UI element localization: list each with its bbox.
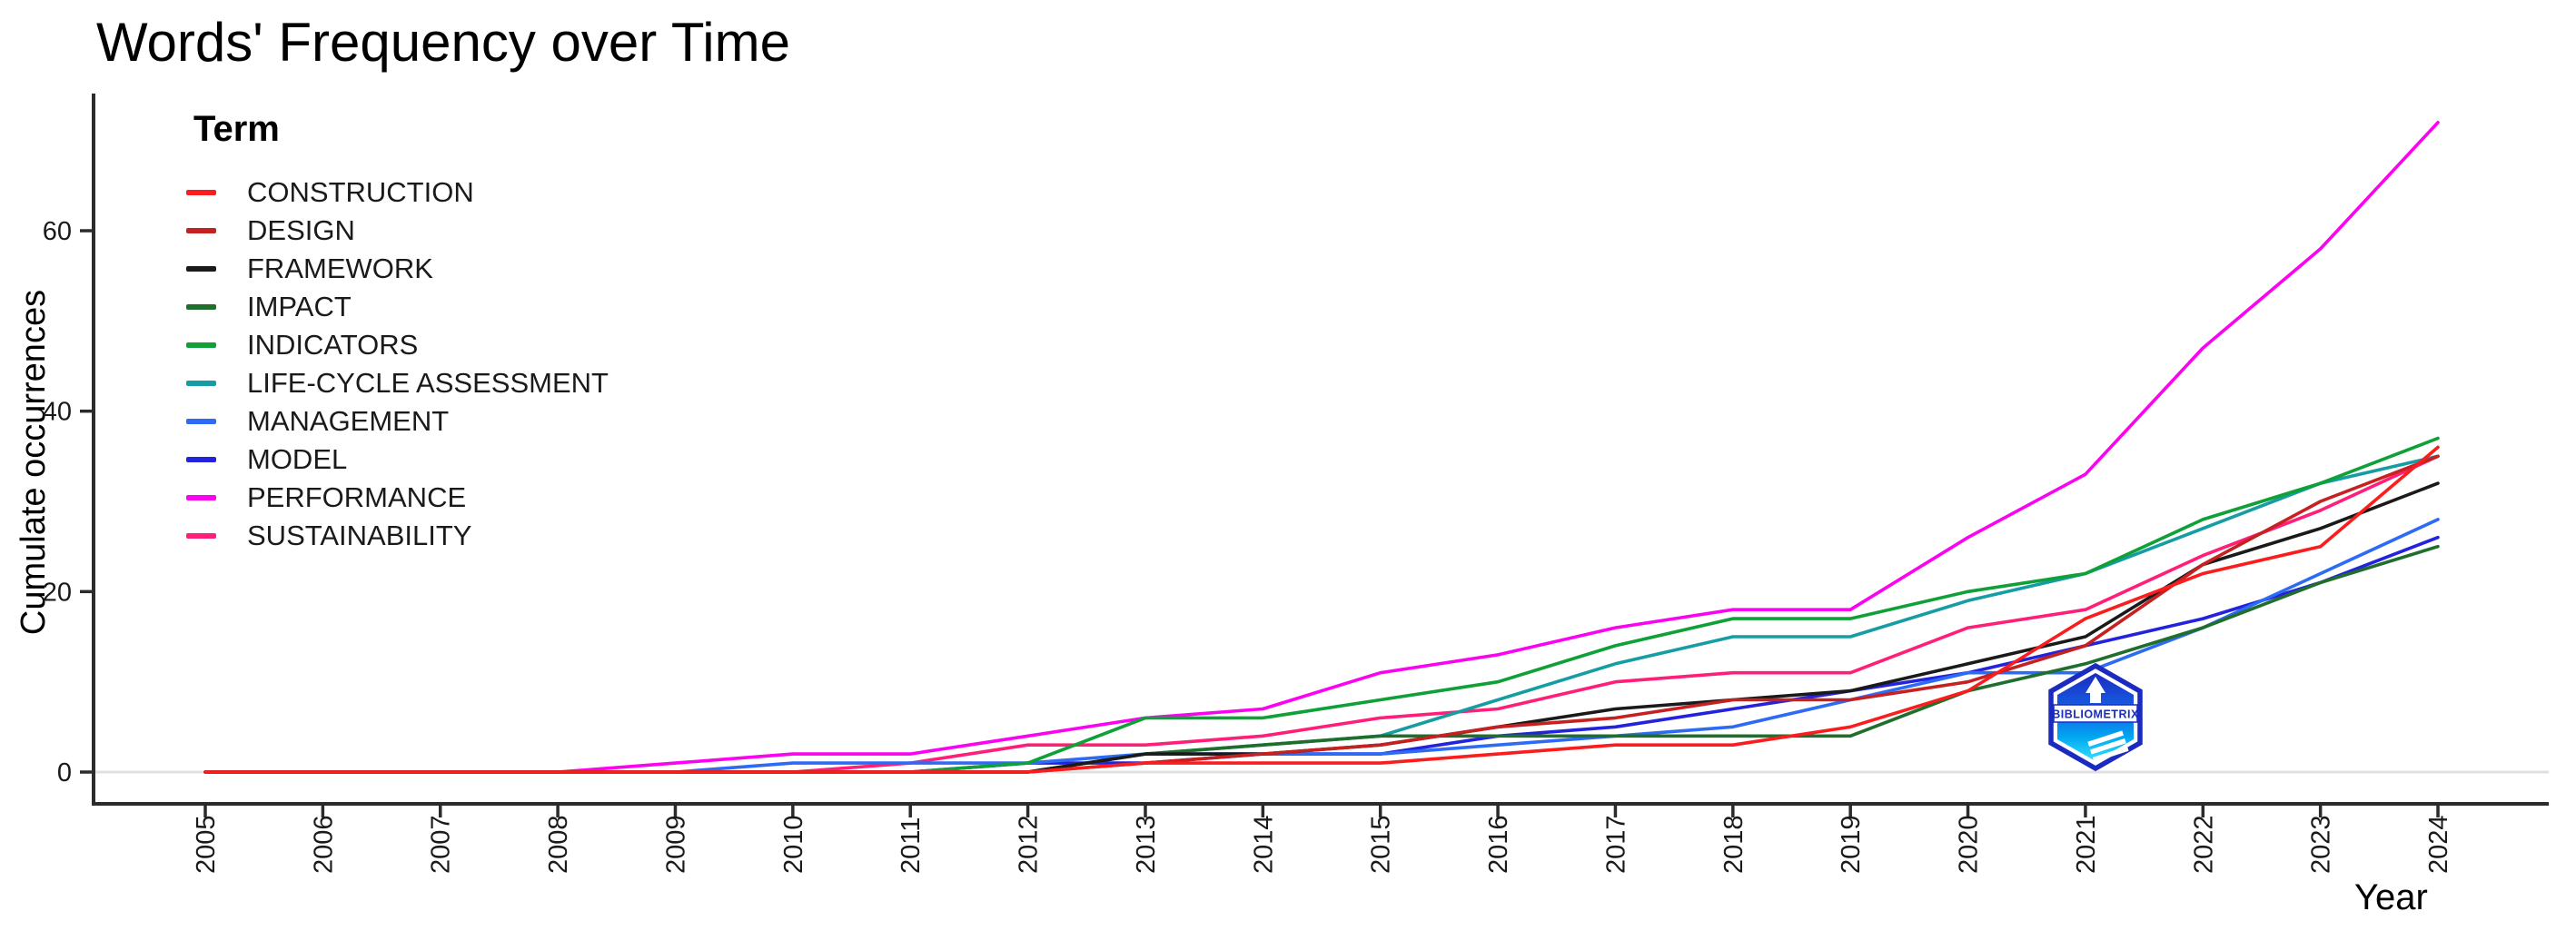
bibliometrix-logo-text: BIBLIOMETRIX — [2052, 708, 2139, 721]
legend-item-management: MANAGEMENT — [186, 402, 609, 441]
x-tick-label: 2018 — [1719, 815, 1749, 874]
lighthouse-icon-base — [2090, 693, 2101, 703]
logo-bars-icon — [2087, 730, 2129, 763]
legend-item-life-cycle-assessment: LIFE-CYCLE ASSESSMENT — [186, 364, 609, 402]
legend-swatch-icon — [186, 495, 216, 500]
x-tick-label: 2012 — [1015, 815, 1044, 874]
logo-bar — [2087, 730, 2125, 747]
legend-swatch-icon — [186, 342, 216, 348]
legend-item-label: PERFORMANCE — [247, 481, 467, 513]
legend-item-label: SUSTAINABILITY — [247, 520, 472, 551]
x-tick-label: 2011 — [897, 817, 926, 874]
legend-swatch-icon — [186, 228, 216, 233]
legend-item-label: FRAMEWORK — [247, 253, 433, 284]
legend-title: Term — [193, 109, 280, 149]
x-tick-label: 2009 — [661, 815, 690, 874]
legend-item-model: MODEL — [186, 441, 609, 479]
legend-item-label: CONSTRUCTION — [247, 176, 474, 208]
legend-swatch-icon — [186, 266, 216, 272]
y-tick-label: 0 — [57, 758, 72, 787]
legend-item-indicators: INDICATORS — [186, 326, 609, 364]
legend-item-label: MANAGEMENT — [247, 405, 450, 437]
lighthouse-icon — [2086, 677, 2105, 693]
x-tick-label: 2005 — [192, 815, 221, 874]
legend-item-performance: PERFORMANCE — [186, 479, 609, 517]
x-tick-label: 2022 — [2189, 815, 2218, 874]
x-axis-label: Year — [2354, 877, 2428, 917]
y-tick-label: 20 — [43, 578, 72, 607]
x-tick-label: 2019 — [1837, 815, 1866, 874]
legend-item-design: DESIGN — [186, 212, 609, 250]
legend-item-construction: CONSTRUCTION — [186, 173, 609, 212]
logo-bar — [2090, 738, 2126, 755]
legend-item-label: LIFE-CYCLE ASSESSMENT — [247, 367, 609, 399]
x-tick-label: 2008 — [544, 815, 573, 874]
x-tick-label: 2014 — [1249, 815, 1278, 874]
x-tick-label: 2024 — [2424, 815, 2453, 874]
x-tick-label: 2015 — [1367, 815, 1396, 874]
legend-swatch-icon — [186, 190, 216, 195]
legend-swatch-icon — [186, 419, 216, 424]
x-tick-label: 2023 — [2307, 815, 2336, 874]
x-tick-label: 2010 — [779, 815, 808, 874]
legend-item-label: DESIGN — [247, 214, 355, 246]
x-tick-label: 2016 — [1484, 815, 1513, 874]
x-tick-label: 2013 — [1132, 815, 1161, 874]
logo-bar — [2092, 746, 2129, 763]
legend-swatch-icon — [186, 457, 216, 462]
x-tick-label: 2006 — [309, 815, 338, 874]
y-tick-label: 60 — [43, 217, 72, 246]
logo-text-band — [2053, 704, 2138, 723]
legend-item-label: MODEL — [247, 443, 348, 475]
legend: Term CONSTRUCTION DESIGN FRAMEWORK IMPACT IN… — [186, 109, 609, 555]
x-tick-label: 2007 — [427, 815, 456, 874]
legend-item-framework: FRAMEWORK — [186, 250, 609, 288]
x-tick-label: 2020 — [1955, 815, 1984, 874]
legend-swatch-icon — [186, 304, 216, 310]
legend-item-sustainability: SUSTAINABILITY — [186, 517, 609, 555]
x-tick-label: 2017 — [1601, 815, 1630, 874]
legend-item-impact: IMPACT — [186, 288, 609, 326]
y-tick-label: 40 — [43, 398, 72, 427]
legend-item-label: IMPACT — [247, 291, 352, 322]
legend-item-label: INDICATORS — [247, 329, 419, 361]
legend-swatch-icon — [186, 381, 216, 386]
x-tick-label: 2021 — [2072, 815, 2101, 874]
chart-title: Words' Frequency over Time — [96, 12, 790, 73]
series-line-construction — [203, 445, 2440, 774]
legend-items: CONSTRUCTION DESIGN FRAMEWORK IMPACT INDICAT… — [186, 173, 609, 555]
legend-swatch-icon — [186, 533, 216, 539]
